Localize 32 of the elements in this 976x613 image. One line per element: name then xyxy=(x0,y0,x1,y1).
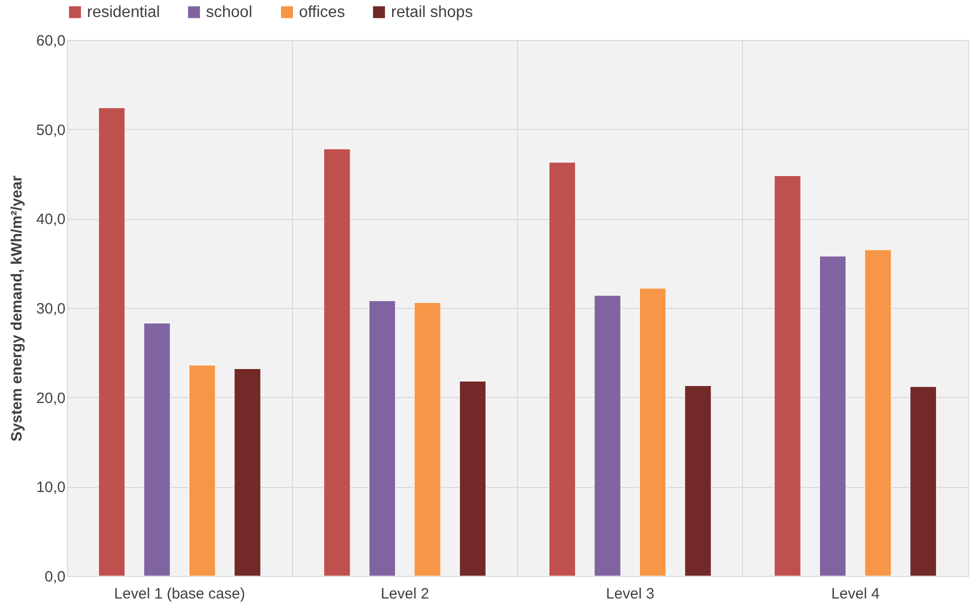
legend-label: offices xyxy=(299,4,345,22)
bar xyxy=(548,162,576,576)
y-tick-label: 60,0 xyxy=(36,32,66,50)
bar xyxy=(684,385,712,576)
x-tick-label: Level 3 xyxy=(606,586,654,602)
bar xyxy=(459,381,486,576)
bar xyxy=(774,176,801,576)
bar xyxy=(324,148,350,576)
bar xyxy=(864,250,892,576)
bar xyxy=(414,302,441,576)
y-tick-label: 0,0 xyxy=(44,568,66,586)
bar xyxy=(910,386,937,576)
bar xyxy=(188,364,216,576)
legend-label: retail shops xyxy=(391,4,473,22)
x-tick-label: Level 4 xyxy=(831,586,880,602)
y-tick-label: 30,0 xyxy=(36,300,66,318)
bar xyxy=(639,288,666,576)
bar xyxy=(368,300,396,576)
bar xyxy=(819,256,846,576)
y-tick-label: 10,0 xyxy=(36,479,66,496)
bar xyxy=(234,368,261,576)
bar xyxy=(594,295,621,576)
y-tick-label: 40,0 xyxy=(36,211,66,228)
legend-label: residential xyxy=(87,4,160,22)
legend-label: school xyxy=(206,4,252,22)
bar xyxy=(144,322,170,576)
y-tick-label: 50,0 xyxy=(36,122,66,139)
y-axis-title: System energy demand, kWh/m²/year xyxy=(8,175,26,442)
x-tick-label: Level 2 xyxy=(380,586,430,602)
y-tick-label: 20,0 xyxy=(36,390,66,407)
bar xyxy=(98,108,126,576)
x-tick-label: Level 1 (base case) xyxy=(114,586,246,602)
